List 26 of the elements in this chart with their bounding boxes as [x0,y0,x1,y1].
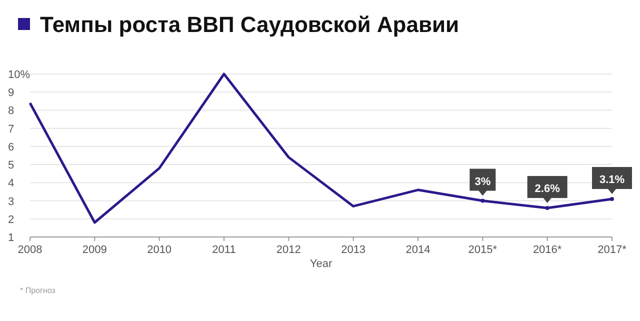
x-tick-label: 2008 [18,244,42,256]
y-tick-label: 5 [8,160,14,172]
x-tick-label: 2011 [212,244,236,256]
y-tick-label: 8 [8,105,14,118]
x-tick-label: 2012 [276,244,301,256]
x-tick-label: 2017* [598,244,628,256]
data-label: 3% [474,176,491,188]
y-tick-label: 4 [8,178,14,190]
x-tick-label: 2016* [532,244,562,256]
y-tick-label: 9 [8,87,14,100]
x-tick-label: 2015* [468,244,498,256]
x-tick-label: 2013 [341,244,366,256]
x-axis-title: Year [310,258,332,270]
x-tick-label: 2014 [406,244,430,256]
data-label: 3.1% [599,174,625,186]
y-tick-label: 6 [8,141,14,154]
y-tick-label: 3 [8,196,14,208]
chart-title: Темпы роста ВВП Саудовской Аравии [40,12,460,37]
y-tick-label: 10% [8,69,30,81]
x-tick-label: 2009 [82,244,107,256]
x-tick-label: 2010 [147,244,172,256]
y-tick-label: 2 [8,214,14,226]
data-label: 2.6% [534,183,560,196]
y-tick-label: 1 [8,232,14,244]
y-tick-label: 7 [8,123,14,136]
text: * Прогноз [20,286,56,295]
